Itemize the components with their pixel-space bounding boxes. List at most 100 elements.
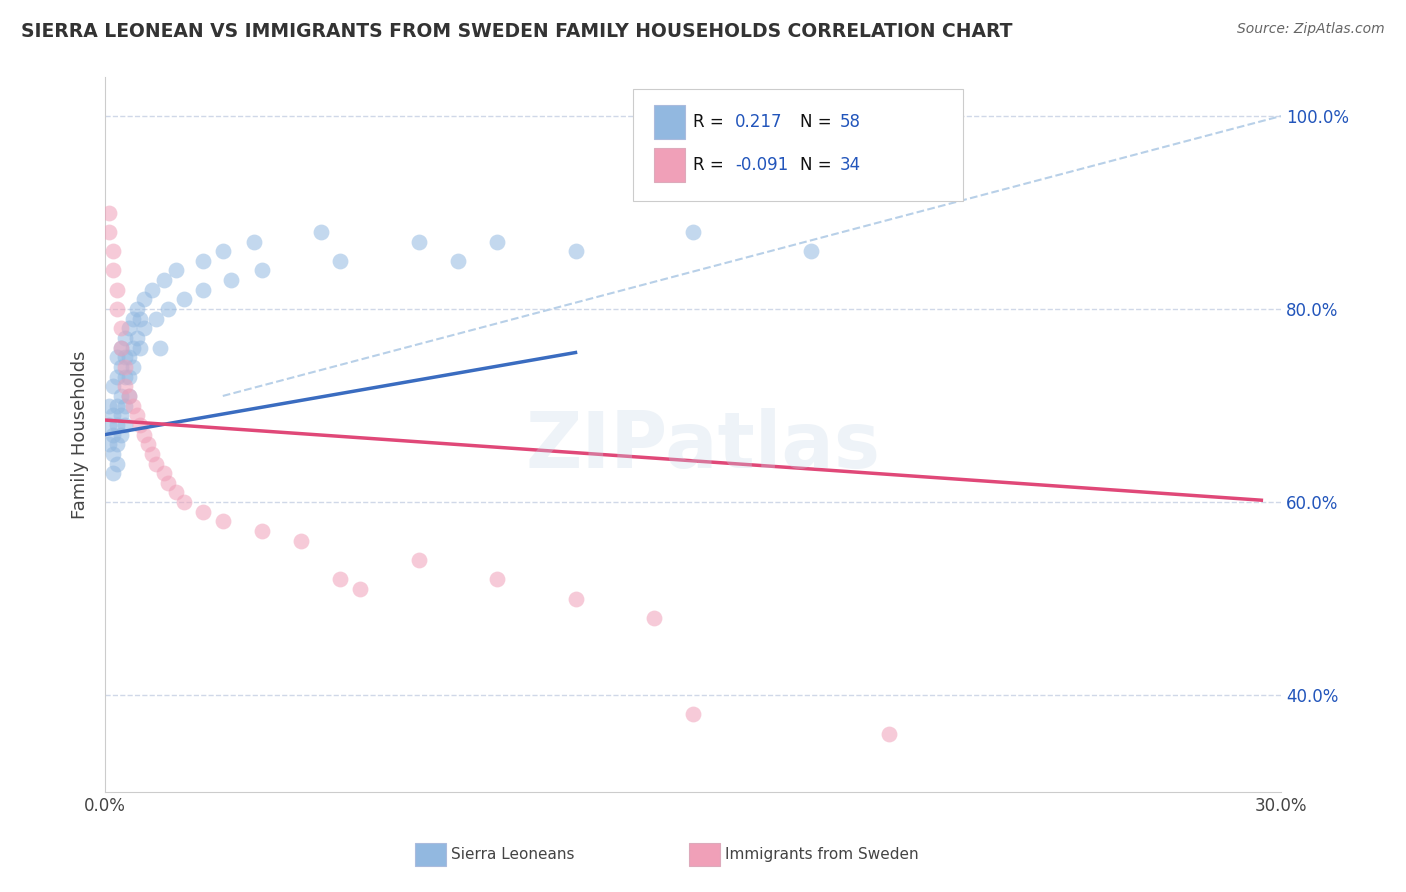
Point [125, 409, 148, 423]
Point [98, 225, 121, 239]
Point [486, 572, 509, 586]
Point [125, 331, 148, 345]
Text: 34: 34 [839, 156, 860, 174]
Point [114, 359, 136, 374]
Point [110, 341, 132, 355]
Point [118, 369, 141, 384]
Text: ZIPatlas: ZIPatlas [526, 408, 880, 484]
Point [105, 369, 128, 384]
Point [101, 427, 124, 442]
Point [114, 417, 136, 432]
Point [114, 351, 136, 365]
Point [98, 417, 121, 432]
Point [800, 244, 823, 259]
Point [98, 437, 121, 451]
Point [105, 399, 128, 413]
Point [193, 505, 215, 519]
Point [408, 553, 430, 567]
Point [219, 273, 242, 287]
Point [105, 417, 128, 432]
Point [134, 293, 156, 307]
Text: N =: N = [800, 156, 837, 174]
Point [110, 427, 132, 442]
Point [643, 611, 665, 625]
Text: 58: 58 [839, 113, 860, 131]
Point [129, 311, 152, 326]
Point [486, 235, 509, 249]
Point [110, 321, 132, 335]
Point [105, 351, 128, 365]
Point [153, 466, 176, 480]
Point [105, 457, 128, 471]
Point [105, 437, 128, 451]
Point [309, 225, 332, 239]
Y-axis label: Family Households: Family Households [72, 351, 89, 519]
Point [153, 273, 176, 287]
Point [110, 341, 132, 355]
Point [250, 263, 273, 277]
Point [682, 707, 704, 722]
Point [129, 341, 152, 355]
Point [114, 399, 136, 413]
Point [101, 379, 124, 393]
Point [193, 283, 215, 297]
Point [141, 447, 163, 461]
Text: SIERRA LEONEAN VS IMMIGRANTS FROM SWEDEN FAMILY HOUSEHOLDS CORRELATION CHART: SIERRA LEONEAN VS IMMIGRANTS FROM SWEDEN… [21, 22, 1012, 41]
Point [118, 389, 141, 403]
Text: Source: ZipAtlas.com: Source: ZipAtlas.com [1237, 22, 1385, 37]
Point [173, 495, 195, 509]
Point [141, 283, 163, 297]
Point [136, 437, 159, 451]
Point [101, 447, 124, 461]
Text: Sierra Leoneans: Sierra Leoneans [451, 847, 575, 862]
Point [118, 389, 141, 403]
Point [134, 427, 156, 442]
Point [121, 399, 143, 413]
Point [149, 341, 172, 355]
Text: 0.217: 0.217 [735, 113, 783, 131]
Point [156, 475, 179, 490]
Text: N =: N = [800, 113, 837, 131]
Point [408, 235, 430, 249]
Point [165, 485, 187, 500]
Point [110, 409, 132, 423]
Point [564, 591, 586, 606]
Point [349, 582, 371, 596]
Point [243, 235, 266, 249]
Point [193, 253, 215, 268]
Point [173, 293, 195, 307]
Point [211, 244, 233, 259]
Point [101, 244, 124, 259]
Text: R =: R = [693, 156, 730, 174]
Point [211, 515, 233, 529]
Point [101, 263, 124, 277]
Point [165, 263, 187, 277]
Point [145, 457, 167, 471]
Point [125, 302, 148, 317]
Text: Immigrants from Sweden: Immigrants from Sweden [725, 847, 920, 862]
Point [129, 417, 152, 432]
Point [250, 524, 273, 538]
Point [98, 205, 121, 219]
Point [329, 572, 352, 586]
Point [114, 379, 136, 393]
Point [105, 283, 128, 297]
Point [121, 311, 143, 326]
Point [114, 369, 136, 384]
Point [121, 359, 143, 374]
Point [101, 466, 124, 480]
Point [114, 331, 136, 345]
Point [118, 351, 141, 365]
Point [101, 409, 124, 423]
Text: -0.091: -0.091 [735, 156, 789, 174]
Point [877, 727, 900, 741]
Point [98, 399, 121, 413]
Point [156, 302, 179, 317]
Point [134, 321, 156, 335]
Point [121, 341, 143, 355]
Point [118, 321, 141, 335]
Text: R =: R = [693, 113, 730, 131]
Point [447, 253, 470, 268]
Point [110, 389, 132, 403]
Point [564, 244, 586, 259]
